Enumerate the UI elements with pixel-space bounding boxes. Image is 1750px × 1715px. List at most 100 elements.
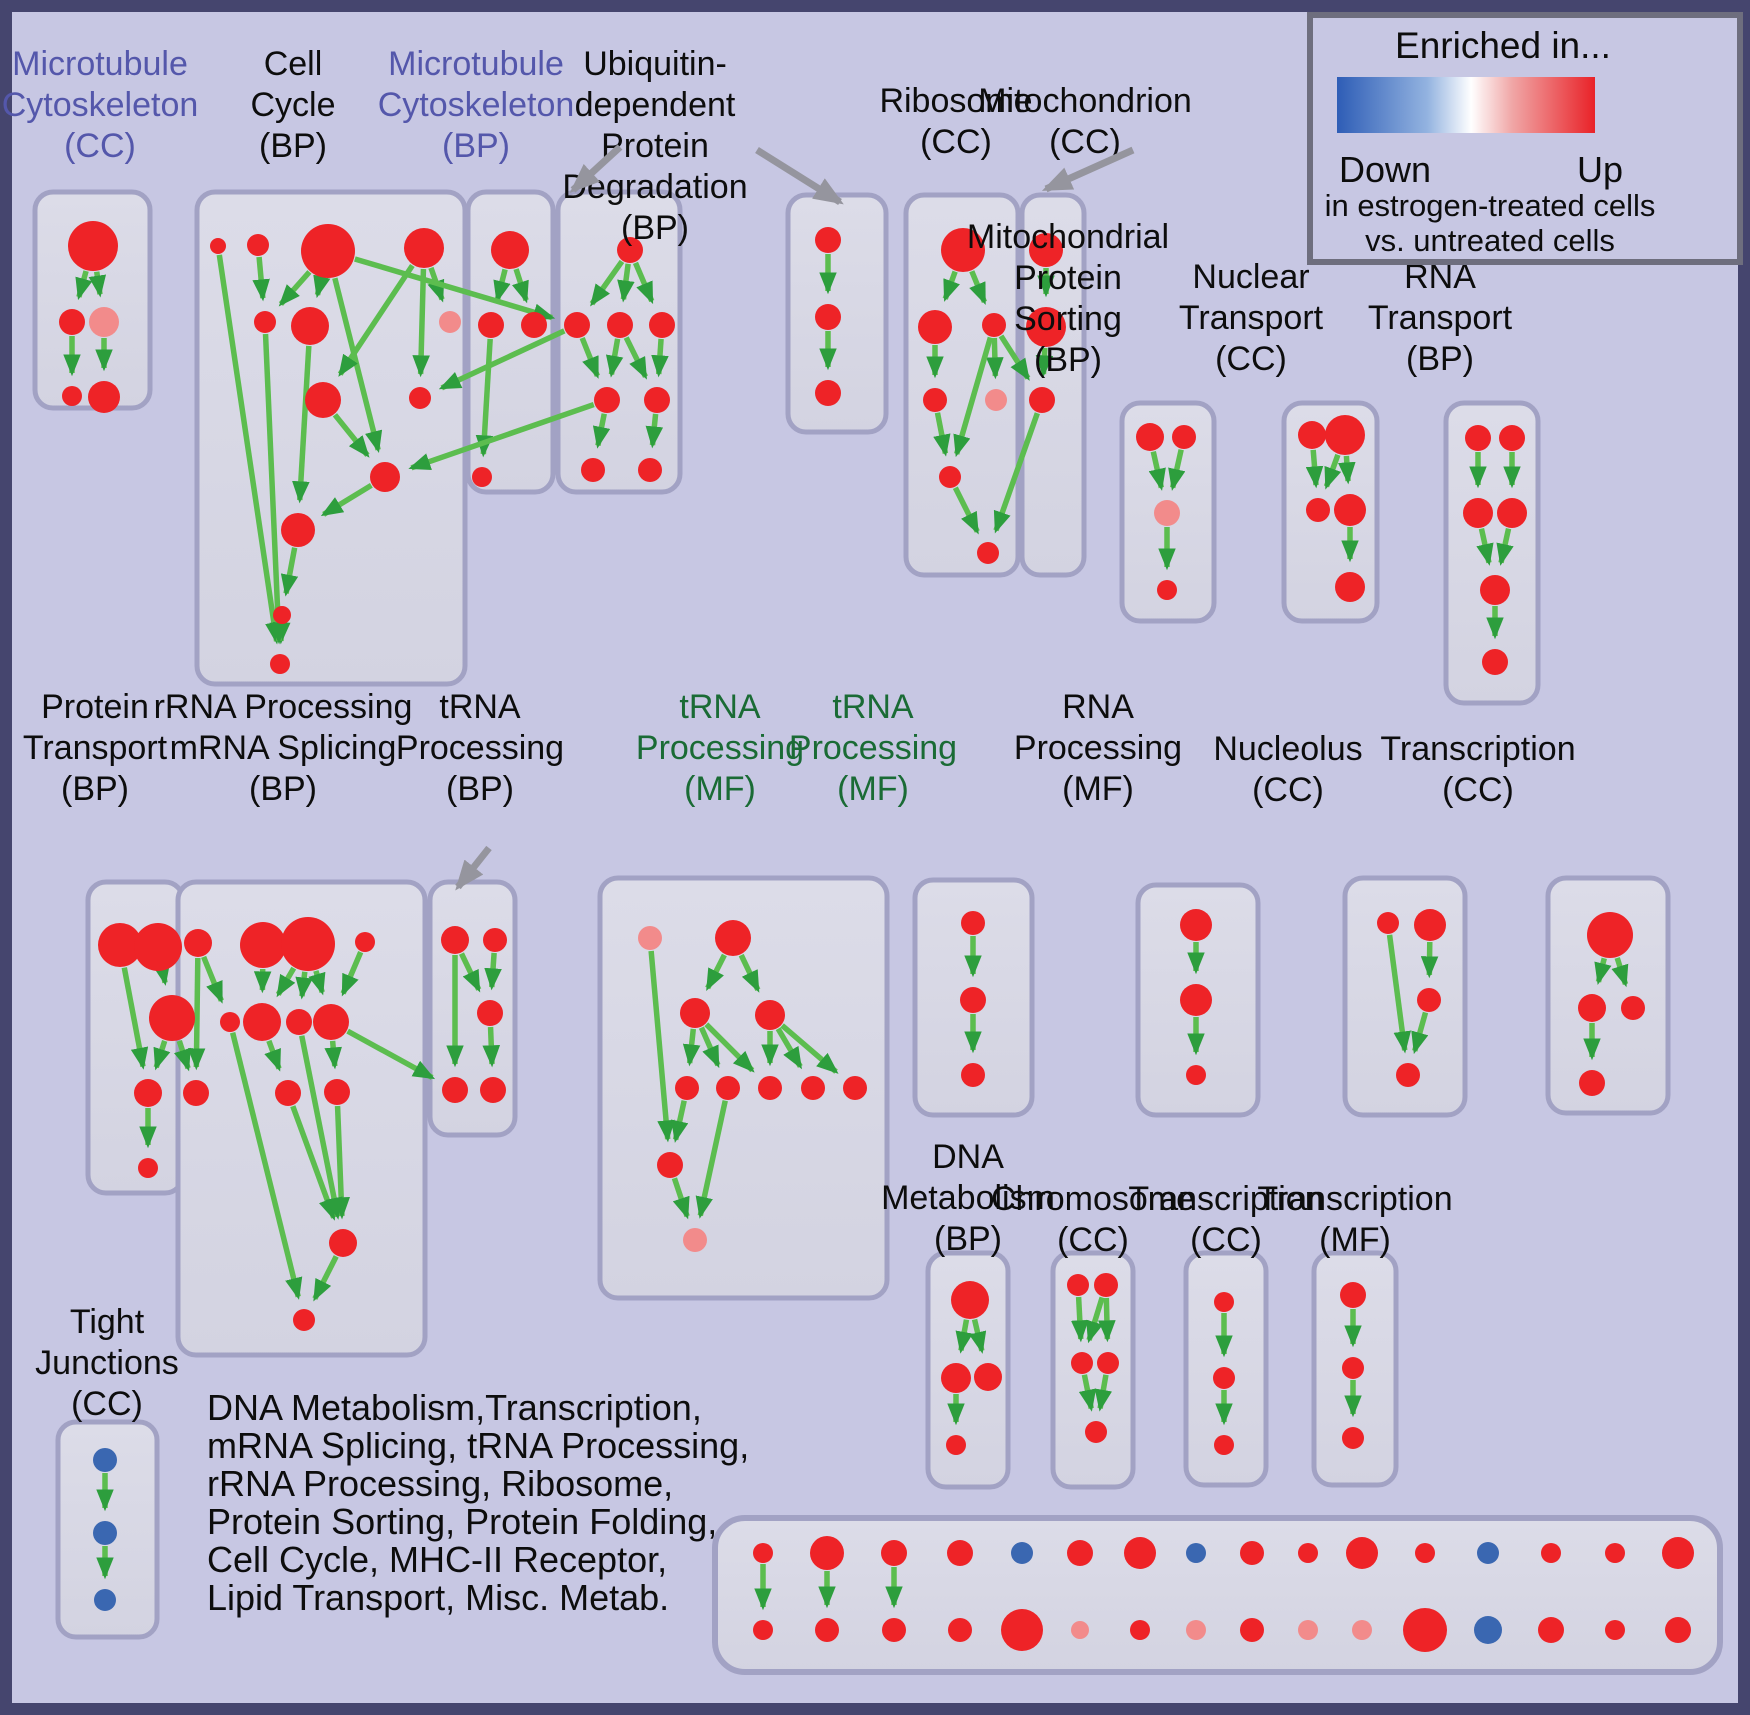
footnote-line: Protein Sorting, Protein Folding, [207, 1501, 717, 1542]
cluster-label-line: Transcription [1257, 1180, 1452, 1218]
node-cell-cycle-bp-2 [301, 224, 355, 278]
cluster-box-transcription-cc [1545, 875, 1671, 1116]
misc-node-top-2 [881, 1540, 907, 1566]
edge-nucleolus-cc-2-3 [1411, 1011, 1429, 1055]
footnote-line: rRNA Processing, Ribosome, [207, 1463, 673, 1504]
cross-edge-protein-transport-bp-2--rrna-processing-mrna-splicing-bp-8 [173, 1040, 191, 1072]
edge-nuclear-transport-cc-1-2 [1323, 453, 1342, 490]
edge-trna-processing-bp-2-4 [482, 1026, 501, 1068]
edge-ubiquitin-degradation-bp-0-1 [589, 259, 625, 307]
node-nucleolus-cc-2 [1417, 988, 1441, 1012]
footnote-line: DNA Metabolism,Transcription, [207, 1387, 702, 1428]
node-rna-transport-bp-1 [1499, 425, 1525, 451]
edge-microtubule-cytoskeleton-cc-0-2 [88, 271, 107, 298]
cluster-label-nucleolus-cc: Nucleolus (CC) [1213, 730, 1362, 809]
node-rna-transport-bp-4 [1480, 575, 1510, 605]
cluster-label-nuclear-transport-cc: Nuclear Transport (CC) [1179, 258, 1324, 378]
node-cell-cycle-bp-8 [409, 387, 431, 409]
node-ubiquitin-degradation-bp-2 [607, 312, 633, 338]
edge-cell-cycle-bp-3-8 [412, 268, 430, 378]
cluster-label-line: (MF) [837, 770, 909, 808]
misc-node-bottom-9 [1298, 1620, 1318, 1640]
edge-ubiquitin-degradation-bp-0-2 [617, 263, 635, 303]
misc-node-top-10 [1346, 1537, 1378, 1569]
node-ubiquitin-degradation-bp-3 [649, 312, 675, 338]
cluster-label-trna-processing-mf: tRNA Processing (MF) [636, 688, 804, 808]
cluster-label-line: Protein [601, 127, 709, 165]
edge-ribosome-cc-2-5 [953, 336, 994, 458]
edge-protein-transport-bp-0-3 [121, 967, 149, 1070]
cluster-label-line: Cytoskeleton [2, 86, 199, 124]
edge-rna-transport-bp-3-4 [1496, 528, 1514, 566]
edge-ribosome-cc-0-2 [969, 270, 987, 305]
cluster-label-line: (CC) [1057, 1221, 1129, 1259]
misc-node-bottom-5 [1071, 1621, 1089, 1639]
node-ubiquitin-degradation-bp-7 [638, 458, 662, 482]
misc-node-top-3 [947, 1540, 973, 1566]
misc-node-bottom-6 [1130, 1620, 1150, 1640]
node-rna-processing-mf-1 [1180, 984, 1212, 1016]
edge-ribosome-cc-0-1 [942, 270, 960, 302]
node-cell-cycle-bp-10 [281, 513, 315, 547]
node-mitochondrial-protein-sorting-bp-2 [1154, 500, 1180, 526]
edge-mitochondrial-protein-sorting-bp-1-2 [1168, 449, 1186, 491]
node-rna-transport-bp-2 [1463, 498, 1493, 528]
cluster-label-line: Mitochondrion [978, 82, 1192, 120]
node-dna-metabolism-bp-2 [974, 1363, 1002, 1391]
edge-rrna-processing-mrna-splicing-bp-4-12 [229, 1032, 303, 1300]
node-trna-processing-bp-3 [442, 1077, 468, 1103]
edge-cell-cycle-bp-1-4 [252, 256, 270, 302]
edge-rna-transport-bp-2-4 [1476, 528, 1494, 566]
edge-microtubule-cytoskeleton-bp-1-3 [475, 338, 494, 458]
edge-rrna-processing-mrna-splicing-bp-5-9 [264, 1039, 282, 1072]
node-transcription-cc-2 [1621, 996, 1645, 1020]
node-rrna-processing-mrna-splicing-bp-7 [313, 1004, 349, 1040]
edge-dna-metabolism-bp-0-1 [955, 1319, 973, 1354]
cluster-label-line: (CC) [64, 127, 136, 165]
cluster-label-line: (BP) [446, 770, 514, 808]
edge-nucleolus-cc-0-3 [1386, 934, 1412, 1054]
node-cell-cycle-bp-9 [370, 462, 400, 492]
cluster-label-line: Nuclear [1192, 258, 1309, 296]
node-mitochondrion-cc-0 [1029, 233, 1063, 267]
misc-node-bottom-4 [1001, 1609, 1043, 1651]
node-trna-processing-bp-4 [480, 1077, 506, 1103]
node-trna-processing-mf-7 [801, 1076, 825, 1100]
node-nucleolus-cc-3 [1396, 1063, 1420, 1087]
misc-node-bottom-0 [753, 1620, 773, 1640]
node-ubiquitin-degradation-bp-5 [644, 387, 670, 413]
node-microtubule-cytoskeleton-bp-2 [521, 312, 547, 338]
cross-edge-cell-cycle-bp-2--ubiquitin-degradation-bp-1 [354, 256, 556, 321]
misc-node-top-12 [1477, 1542, 1499, 1564]
node-rna-processing-mf-0 [1180, 909, 1212, 941]
node-trna-processing-mf-4 [675, 1076, 699, 1100]
cluster-label-line: (CC) [1215, 340, 1287, 378]
node-transcription-cc-1 [1578, 994, 1606, 1022]
node-trna-processing-mf-2 [680, 998, 710, 1028]
misc-node-bottom-7 [1186, 1620, 1206, 1640]
misc-node-top-14 [1605, 1543, 1625, 1563]
node-trna-processing-mf-2-2 [961, 1063, 985, 1087]
misc-node-bottom-3 [948, 1618, 972, 1642]
node-chromosome-cc-0 [1067, 1274, 1089, 1296]
misc-categories-box [712, 1515, 1723, 1675]
node-mitochondrion-cc-1 [1026, 307, 1066, 347]
edge-transcription-cc-0-2 [1611, 957, 1629, 988]
edge-protein-transport-bp-2-3 [153, 1040, 171, 1071]
node-mitochondrial-protein-sorting-bp-1 [1172, 425, 1196, 449]
node-nuclear-transport-cc-0 [1298, 421, 1326, 449]
edge-trna-processing-mf-1-2 [705, 953, 727, 991]
cluster-label-trna-processing-mf-2: tRNA Processing (MF) [789, 688, 957, 808]
cluster-label-line: Transport [23, 729, 168, 767]
node-trna-processing-mf-8 [843, 1076, 867, 1100]
edge-rrna-processing-mrna-splicing-bp-2-5 [275, 966, 297, 998]
cluster-label-line: mRNA Splicing [170, 729, 397, 767]
node-rna-transport-bp-0 [1465, 425, 1491, 451]
node-microtubule-cytoskeleton-cc-1 [59, 309, 85, 335]
edge-ubiquitin-degradation-bp-1-4 [579, 336, 600, 379]
misc-node-top-13 [1541, 1543, 1561, 1563]
cluster-label-line: (MF) [684, 770, 756, 808]
cross-edge-ribosome-cc-2--mitochondrion-cc-2 [998, 334, 1031, 381]
edge-cell-cycle-bp-10-11 [280, 547, 299, 597]
edge-chromosome-cc-1-3 [1098, 1297, 1116, 1343]
